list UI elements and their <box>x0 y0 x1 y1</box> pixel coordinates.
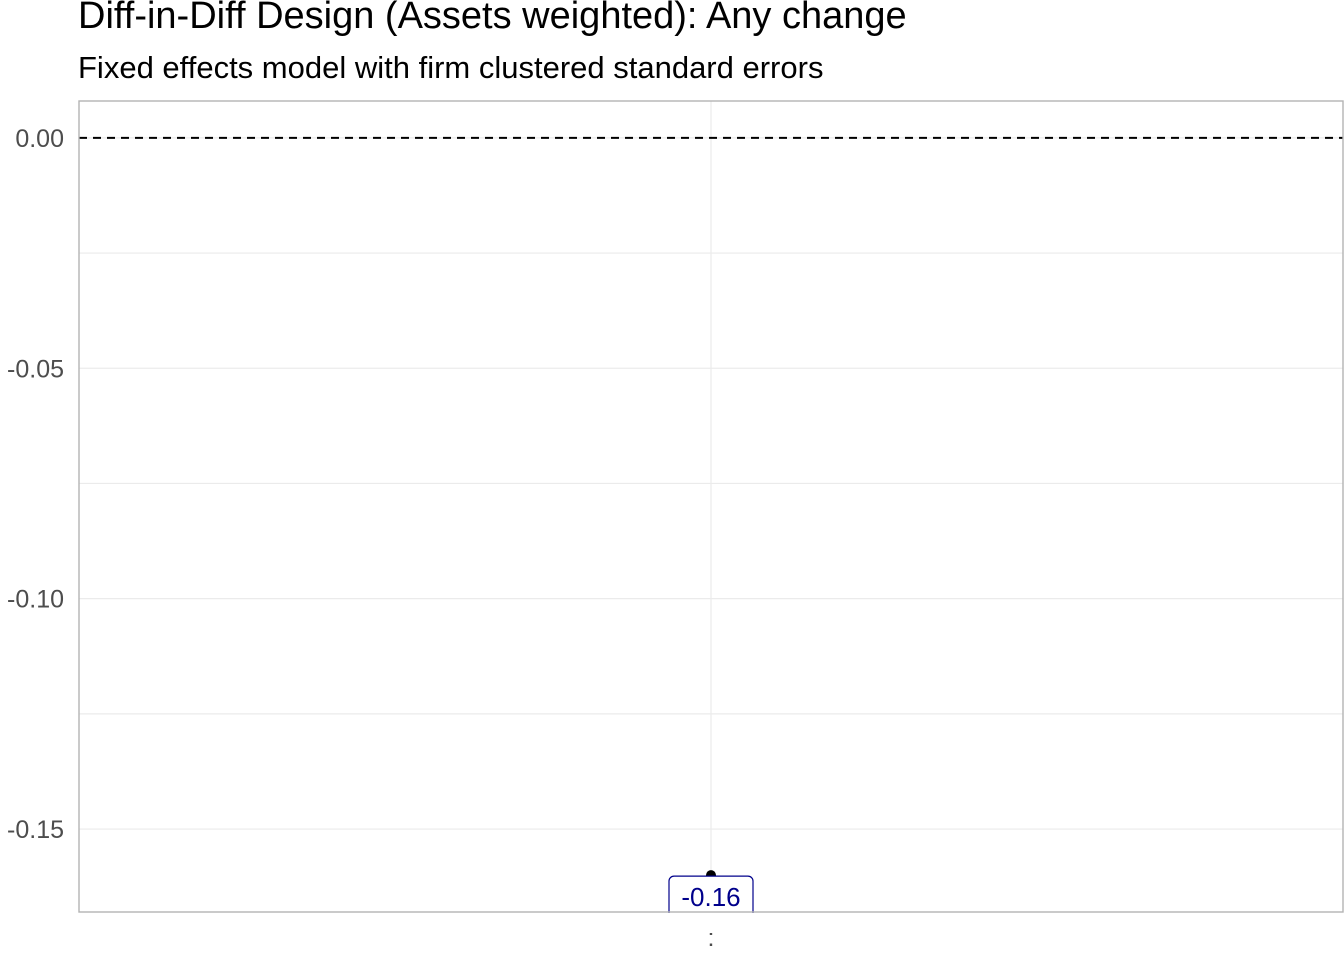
chart-subtitle: Fixed effects model with firm clustered … <box>78 50 824 85</box>
y-axis-ticks: 0.00 -0.05 -0.10 -0.15 <box>7 125 64 844</box>
data-points: -0.16 <box>668 870 754 921</box>
y-tick-label: -0.15 <box>7 816 64 844</box>
chart-title: Diff-in-Diff Design (Assets weighted): A… <box>78 0 907 37</box>
grid-lines <box>79 101 1343 912</box>
y-tick-label: 0.00 <box>15 125 64 153</box>
data-label: -0.16 <box>681 882 740 912</box>
panel-clip-mask <box>77 913 1344 933</box>
x-axis-ticks: : <box>708 924 715 952</box>
panel-border-group <box>77 100 1344 933</box>
panel-border <box>78 100 1344 913</box>
y-tick-label: -0.05 <box>7 355 64 383</box>
y-tick-label: -0.10 <box>7 586 64 614</box>
x-tick-label: : <box>708 924 715 952</box>
